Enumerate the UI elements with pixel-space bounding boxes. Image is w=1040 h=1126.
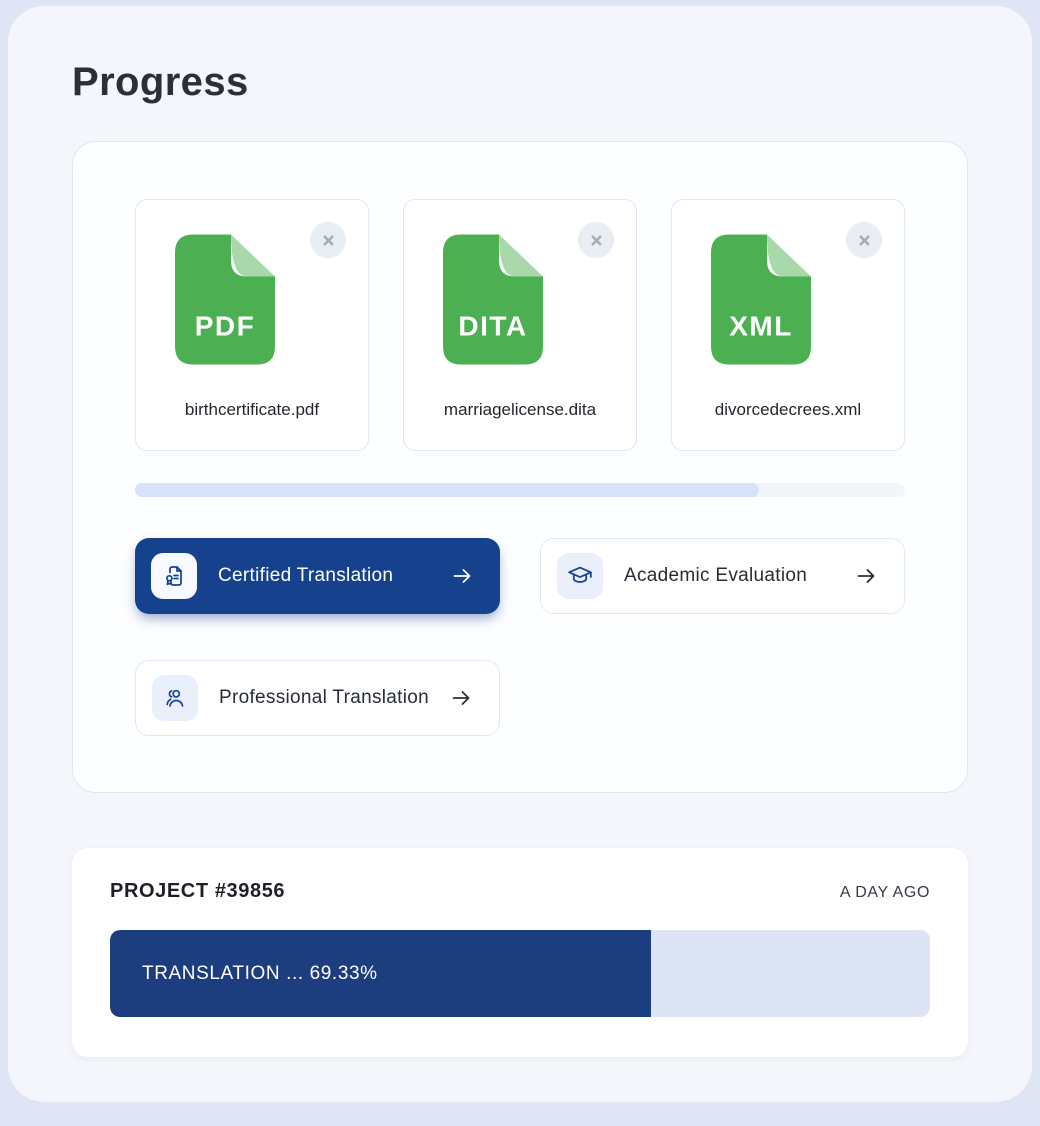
upload-card: PDF birthcertificate.pdf DITA — [72, 141, 968, 793]
progress-panel: Progress PDF birthcertificate.pdf — [8, 6, 1032, 1102]
remove-file-button[interactable] — [578, 222, 614, 258]
file-type-label: DITA — [458, 311, 527, 342]
service-button-academic-evaluation[interactable]: Academic Evaluation — [540, 538, 905, 614]
file-type-label: PDF — [195, 311, 256, 342]
service-button-certified-translation[interactable]: Certified Translation — [135, 538, 500, 614]
arrow-right-icon — [450, 564, 474, 588]
project-card: PROJECT #39856 A DAY AGO TRANSLATION ...… — [72, 848, 968, 1057]
graduation-cap-icon — [557, 553, 603, 599]
file-card-dita: DITA marriagelicense.dita — [403, 199, 637, 451]
service-label: Professional Translation — [219, 687, 429, 708]
arrow-right-icon — [449, 686, 473, 710]
page-title: Progress — [72, 60, 249, 104]
file-icon: DITA — [443, 233, 543, 371]
uploaded-files-row: PDF birthcertificate.pdf DITA — [135, 199, 905, 451]
close-icon — [589, 233, 604, 248]
project-progress-label: TRANSLATION ... 69.33% — [142, 962, 378, 984]
project-title: PROJECT #39856 — [110, 880, 286, 902]
project-progress-fill: TRANSLATION ... 69.33% — [110, 930, 652, 1017]
file-type-label: XML — [729, 311, 793, 342]
file-icon: PDF — [175, 233, 275, 371]
file-name: birthcertificate.pdf — [184, 400, 320, 419]
project-timestamp: A DAY AGO — [839, 884, 930, 901]
services-grid: Certified Translation Academic Evaluatio… — [135, 538, 905, 736]
file-name: marriagelicense.dita — [443, 400, 597, 419]
upload-progress-track — [135, 483, 905, 497]
service-label: Certified Translation — [218, 565, 394, 586]
team-icon — [152, 675, 198, 721]
remove-file-button[interactable] — [846, 222, 882, 258]
remove-file-button[interactable] — [310, 222, 346, 258]
close-icon — [857, 233, 872, 248]
service-button-professional-translation[interactable]: Professional Translation — [135, 660, 500, 736]
file-name: divorcedecrees.xml — [714, 400, 862, 419]
file-card-pdf: PDF birthcertificate.pdf — [135, 199, 369, 451]
file-icon: XML — [711, 233, 811, 371]
project-progress-track: TRANSLATION ... 69.33% — [110, 930, 930, 1017]
close-icon — [321, 233, 336, 248]
file-card-xml: XML divorcedecrees.xml — [671, 199, 905, 451]
certified-document-icon — [151, 553, 197, 599]
service-label: Academic Evaluation — [624, 565, 808, 586]
arrow-right-icon — [854, 564, 878, 588]
project-header: PROJECT #39856 A DAY AGO — [110, 880, 930, 903]
upload-progress-fill — [135, 483, 759, 497]
